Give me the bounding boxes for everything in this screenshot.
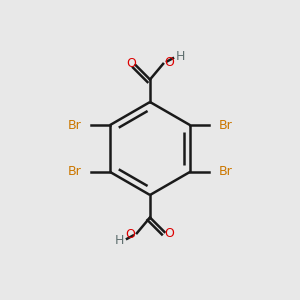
Text: H: H	[115, 234, 124, 247]
Text: Br: Br	[219, 119, 232, 132]
Text: O: O	[126, 57, 136, 70]
Text: O: O	[164, 227, 174, 240]
Text: O: O	[125, 228, 135, 241]
Text: Br: Br	[68, 165, 81, 178]
Text: O: O	[165, 56, 175, 69]
Text: Br: Br	[68, 119, 81, 132]
Text: Br: Br	[219, 165, 232, 178]
Text: H: H	[176, 50, 185, 63]
